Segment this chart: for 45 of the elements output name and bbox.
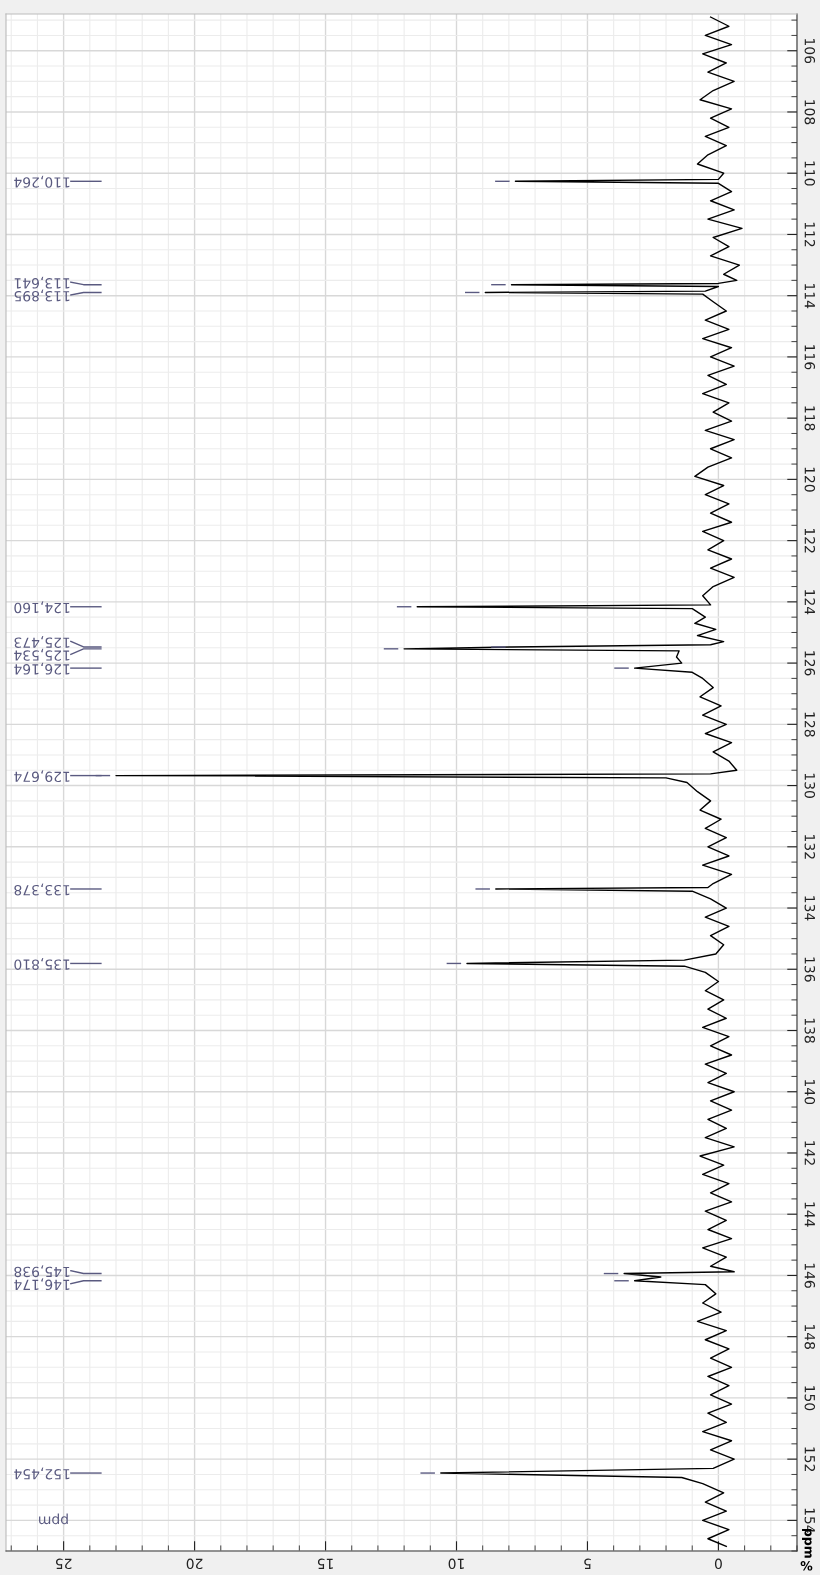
annotation: 110,264 xyxy=(14,175,70,188)
y-tick-label: 132 xyxy=(804,835,816,859)
y-tick-label: 118 xyxy=(804,406,816,431)
x-tick-label: 0 xyxy=(714,1558,722,1570)
x-tick-label: 20 xyxy=(186,1558,203,1570)
y-tick-label: 146 xyxy=(804,1263,816,1288)
y-tick-label: 106 xyxy=(804,39,816,64)
y-tick-label: 122 xyxy=(804,528,816,553)
x-tick-label: 15 xyxy=(317,1558,333,1569)
y-tick-label: 138 xyxy=(804,1018,816,1043)
y-tick-label: 140 xyxy=(804,1080,816,1105)
y-tick-label: 144 xyxy=(804,1202,815,1227)
annotation: 124,160 xyxy=(14,601,70,614)
annotation: 152,454 xyxy=(14,1467,70,1480)
annotation: 126,164 xyxy=(14,662,70,675)
annotation: ppm xyxy=(39,1513,68,1525)
annotation: 129,674 xyxy=(14,770,70,783)
annotation: 113,641 xyxy=(14,276,70,289)
x-tick-label: 10 xyxy=(448,1558,464,1570)
y-tick-label: 150 xyxy=(804,1386,816,1411)
y-tick-label: 130 xyxy=(804,773,816,798)
y-tick-label: 134 xyxy=(804,896,816,921)
y-tick-label: 112 xyxy=(804,222,816,247)
y-tick-label: 114 xyxy=(804,283,815,309)
y-tick-label: 136 xyxy=(804,957,816,982)
y-tick-label: 128 xyxy=(804,712,816,737)
annotation: 113,895 xyxy=(14,289,70,302)
annotation: 125,473 xyxy=(14,636,70,648)
annotation: 145,938 xyxy=(14,1265,70,1278)
annotation: 125,534 xyxy=(14,648,70,661)
x-tick-label: 5 xyxy=(584,1558,591,1569)
annotation: 135,810 xyxy=(14,958,70,970)
y-tick-label: 152 xyxy=(804,1447,816,1472)
y-tick-label: 142 xyxy=(804,1141,816,1165)
annotation: 146,174 xyxy=(14,1278,70,1291)
y-tick-label: 124 xyxy=(804,590,816,615)
y-tick-label: 120 xyxy=(804,467,816,492)
y-tick-label: 110 xyxy=(804,161,816,186)
annotation: 133,378 xyxy=(14,883,70,896)
x-axis-title: % xyxy=(800,1561,813,1571)
y-tick-label: 148 xyxy=(804,1324,816,1349)
y-tick-label: 116 xyxy=(804,345,816,370)
y-tick-label: 108 xyxy=(804,100,816,125)
y-tick-label: 126 xyxy=(804,651,816,676)
x-tick-label: 25 xyxy=(56,1558,72,1570)
